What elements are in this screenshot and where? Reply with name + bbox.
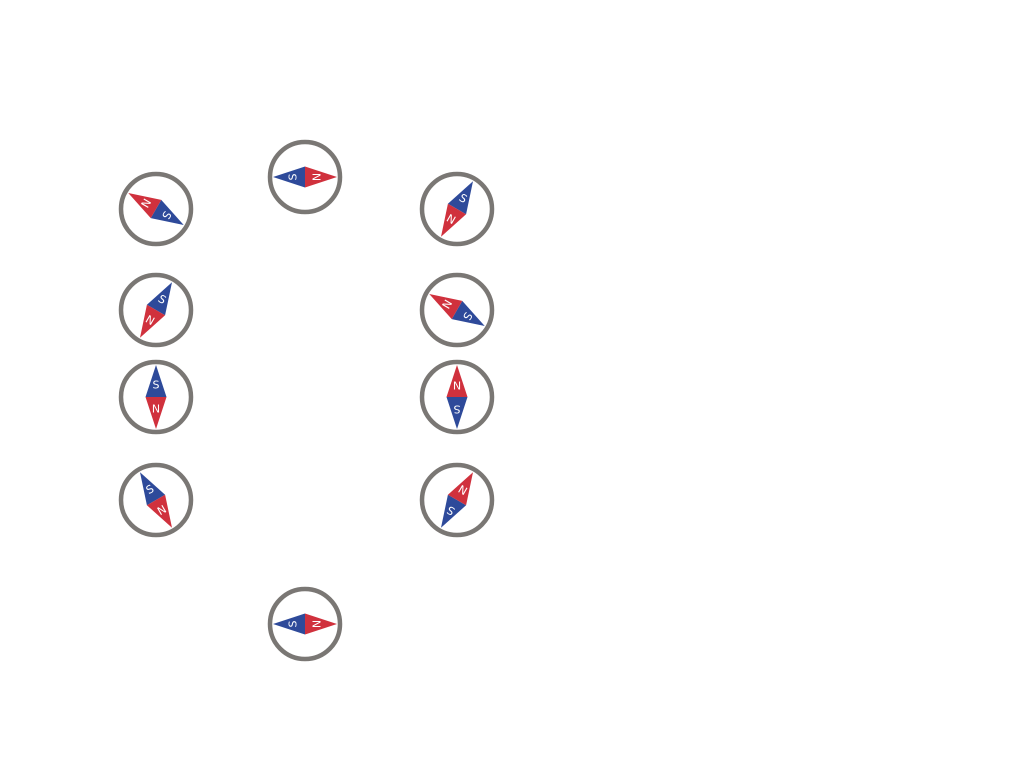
- needle-north-half: [447, 472, 473, 506]
- compass-ring: [118, 272, 194, 348]
- needle-north-half: [305, 613, 337, 635]
- needle-north-label: N: [453, 379, 461, 392]
- needle-north-half: [429, 294, 463, 320]
- needle-north-half: [140, 304, 166, 338]
- needle-north-half: [145, 397, 167, 429]
- compass: NS: [118, 272, 194, 348]
- compass-needle: NS: [429, 294, 485, 326]
- compass-needle: NS: [446, 365, 468, 429]
- needle-north-half: [441, 203, 467, 237]
- needle-south-label: S: [453, 403, 460, 416]
- compass: NS: [118, 359, 194, 435]
- needle-south-label: S: [287, 173, 300, 180]
- needle-south-half: [451, 300, 485, 326]
- needle-south-half: [447, 181, 473, 215]
- compass: NS: [118, 462, 194, 538]
- needle-south-half: [441, 494, 467, 528]
- compass-ring: [419, 272, 495, 348]
- needle-south-half: [145, 365, 167, 397]
- compass: NS: [419, 359, 495, 435]
- compass-needle: NS: [128, 193, 184, 225]
- needle-north-half: [446, 365, 468, 397]
- compass: NS: [419, 462, 495, 538]
- needle-south-label: S: [153, 379, 160, 392]
- needle-south-half: [146, 282, 172, 316]
- needle-south-half: [446, 397, 468, 429]
- needle-south-half: [273, 166, 305, 188]
- needle-south-label: S: [287, 620, 300, 627]
- needle-south-half: [150, 199, 184, 225]
- compass-needle: NS: [140, 282, 172, 338]
- compass-ring: [267, 586, 343, 662]
- compass: NS: [419, 171, 495, 247]
- needle-south-half: [140, 472, 166, 506]
- needle-north-label: N: [311, 173, 324, 181]
- needle-north-half: [146, 494, 172, 528]
- needle-north-label: N: [152, 403, 160, 416]
- compass-needle: NS: [140, 472, 172, 528]
- compass-needle: NS: [441, 181, 473, 237]
- compass-ring: [267, 139, 343, 215]
- compass-needle: NS: [145, 365, 167, 429]
- compass-ring: [118, 359, 194, 435]
- compass: NS: [267, 139, 343, 215]
- compass: NS: [118, 171, 194, 247]
- compass-needle: NS: [273, 166, 337, 188]
- needle-north-half: [305, 166, 337, 188]
- compass-ring: [419, 359, 495, 435]
- compass-needle: NS: [441, 472, 473, 528]
- compass-ring: [118, 462, 194, 538]
- compass: NS: [419, 272, 495, 348]
- needle-north-label: N: [311, 620, 324, 628]
- compass-ring: [118, 171, 194, 247]
- needle-south-half: [273, 613, 305, 635]
- compass-ring: [419, 462, 495, 538]
- compass-needle: NS: [273, 613, 337, 635]
- compass-ring: [419, 171, 495, 247]
- compass: NS: [267, 586, 343, 662]
- needle-north-half: [128, 193, 162, 219]
